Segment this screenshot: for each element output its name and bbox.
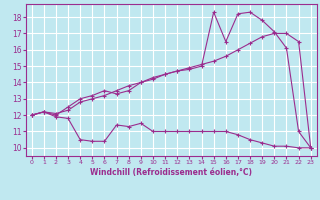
X-axis label: Windchill (Refroidissement éolien,°C): Windchill (Refroidissement éolien,°C) xyxy=(90,168,252,177)
